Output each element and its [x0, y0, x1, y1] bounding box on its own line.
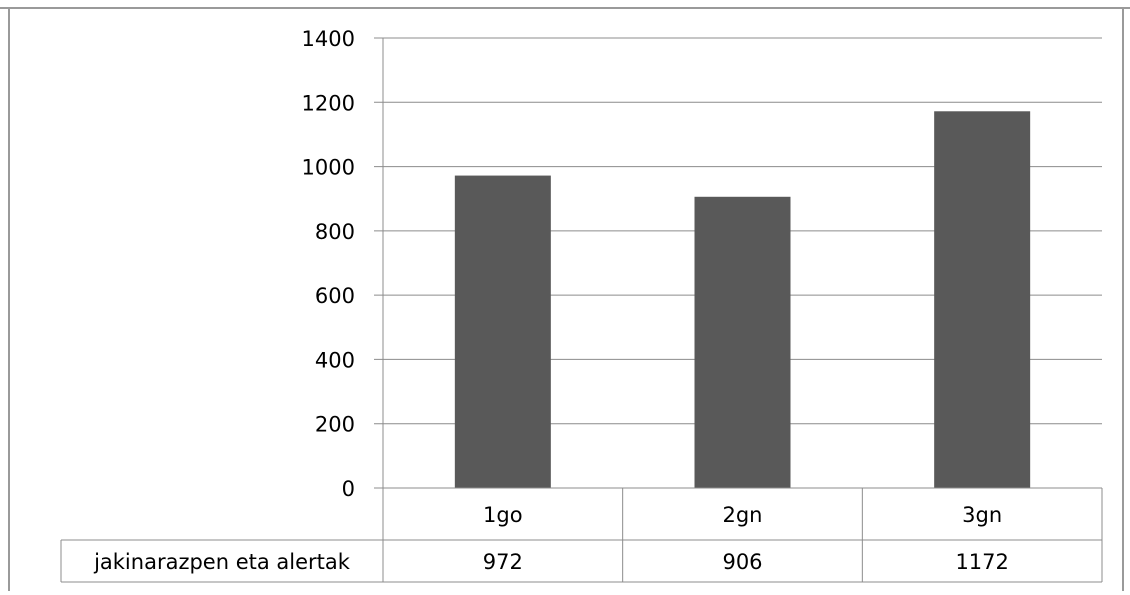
x-category-label-2gn: 2gn — [722, 503, 762, 527]
y-tick-label-1200: 1200 — [302, 91, 355, 115]
y-tick-label-1400: 1400 — [302, 27, 355, 51]
data-table-value-1go: 972 — [483, 550, 523, 574]
data-table-value-2gn: 906 — [722, 550, 762, 574]
y-tick-label-400: 400 — [315, 348, 355, 372]
data-table-series-label: jakinarazpen eta alertak — [93, 550, 351, 574]
y-tick-label-0: 0 — [342, 477, 355, 501]
bar-3gn — [934, 111, 1031, 489]
y-axis: 0 200 400 600 800 1000 1200 1400 — [302, 27, 384, 501]
bars — [454, 111, 1031, 489]
y-tick-label-600: 600 — [315, 284, 355, 308]
data-table-value-3gn: 1172 — [955, 550, 1008, 574]
x-category-label-1go: 1go — [483, 503, 523, 527]
data-table: 1go 972 2gn 906 3gn 1172 jakinarazpen eta aler… — [60, 487, 1103, 583]
y-tick-label-1000: 1000 — [302, 156, 355, 180]
bar-1go — [454, 175, 551, 489]
y-tick-label-200: 200 — [315, 413, 355, 437]
bar-2gn — [694, 196, 791, 489]
y-tick-label-800: 800 — [315, 220, 355, 244]
x-category-label-3gn: 3gn — [962, 503, 1002, 527]
